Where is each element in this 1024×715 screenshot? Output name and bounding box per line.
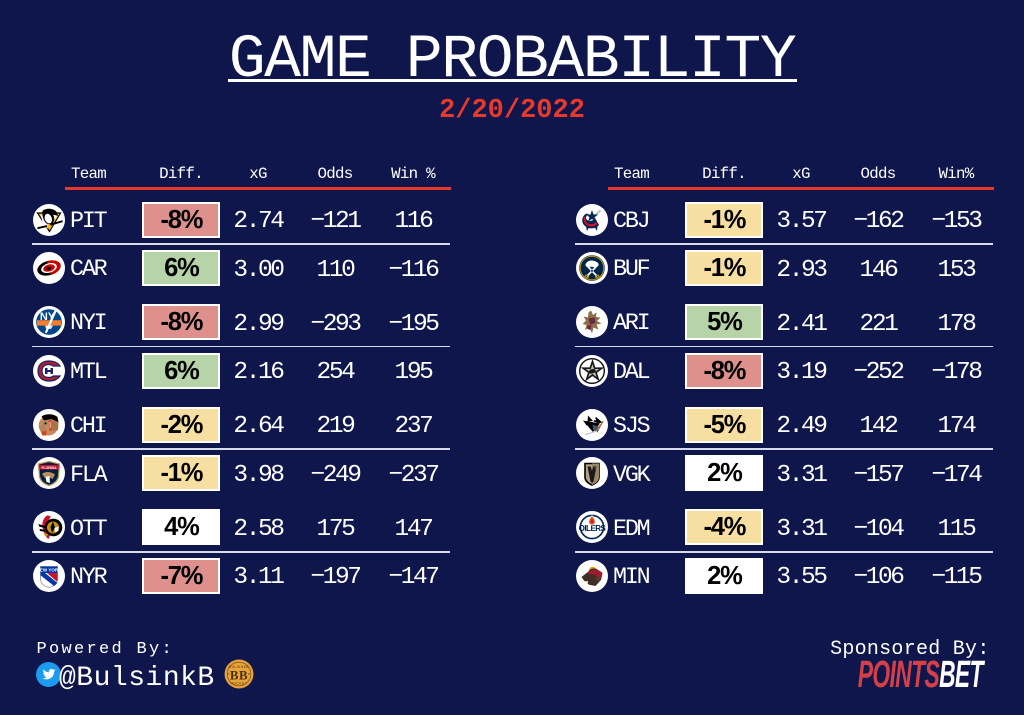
svg-text:>: > bbox=[247, 672, 250, 677]
svg-text:OILERS: OILERS bbox=[578, 524, 606, 533]
svg-text:HOCKEY: HOCKEY bbox=[230, 682, 247, 686]
svg-text:BB: BB bbox=[230, 668, 248, 682]
svg-text:NEW YORK: NEW YORK bbox=[36, 568, 61, 573]
svg-text:<: < bbox=[227, 672, 230, 677]
svg-text:FLORIDA: FLORIDA bbox=[41, 466, 57, 470]
svg-text:BULSINKB: BULSINKB bbox=[229, 665, 249, 669]
